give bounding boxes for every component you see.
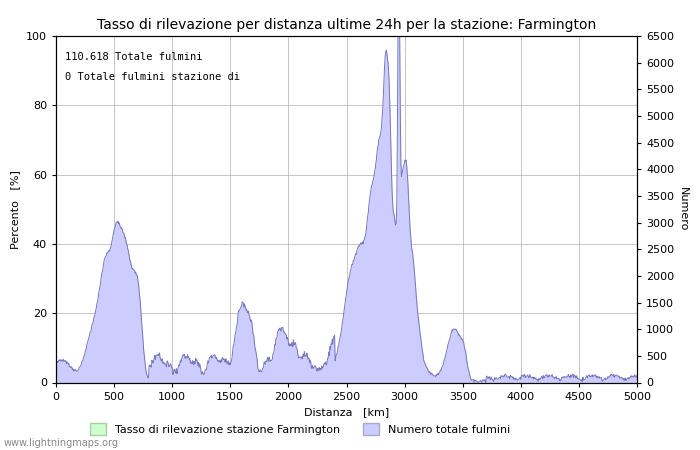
Legend: Tasso di rilevazione stazione Farmington, Numero totale fulmini: Tasso di rilevazione stazione Farmington…	[85, 419, 514, 439]
Text: 110.618 Totale fulmini: 110.618 Totale fulmini	[64, 52, 202, 62]
Title: Tasso di rilevazione per distanza ultime 24h per la stazione: Farmington: Tasso di rilevazione per distanza ultime…	[97, 18, 596, 32]
Text: www.lightningmaps.org: www.lightningmaps.org	[4, 438, 118, 448]
Text: 0 Totale fulmini stazione di: 0 Totale fulmini stazione di	[64, 72, 239, 82]
Y-axis label: Percento   [%]: Percento [%]	[10, 170, 20, 249]
X-axis label: Distanza   [km]: Distanza [km]	[304, 407, 389, 417]
Y-axis label: Numero: Numero	[678, 187, 688, 231]
